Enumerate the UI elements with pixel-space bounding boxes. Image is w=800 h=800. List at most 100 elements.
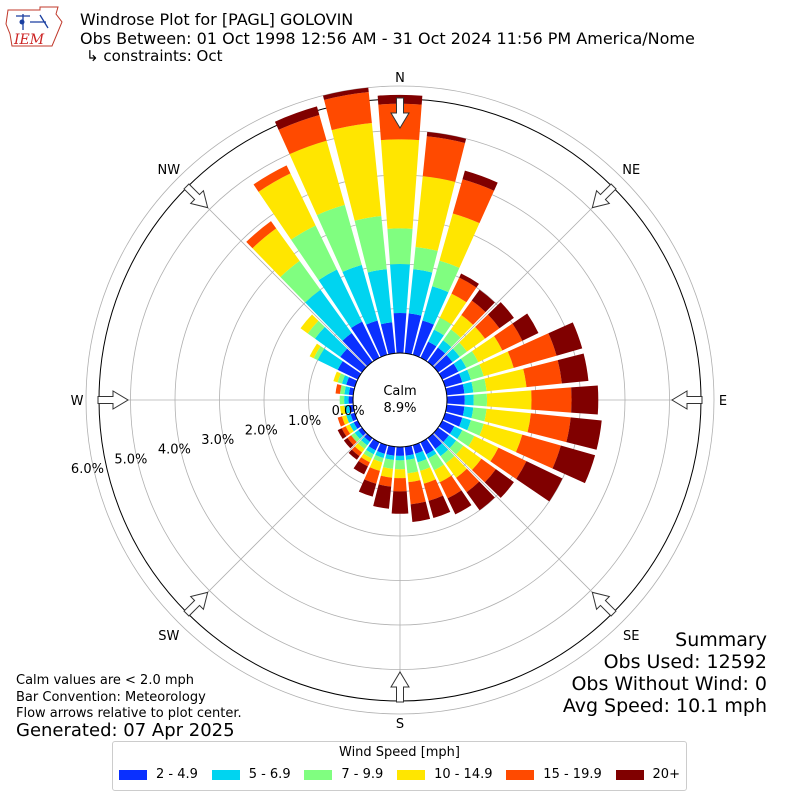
wind-bar-segment bbox=[408, 480, 426, 505]
wind-bar-segment bbox=[446, 348, 460, 363]
wind-bar-segment bbox=[380, 467, 394, 478]
wind-bar-segment bbox=[393, 477, 407, 492]
legend-swatch bbox=[119, 769, 147, 780]
wind-bar-segment bbox=[357, 440, 368, 449]
radial-tick-label: 5.0% bbox=[114, 452, 147, 467]
wind-bar-segment bbox=[252, 228, 300, 277]
wind-bar-segment bbox=[445, 456, 467, 478]
wind-bar-segment bbox=[349, 422, 358, 432]
wind-bar-segment bbox=[375, 450, 385, 459]
wind-bar-segment bbox=[439, 475, 462, 499]
wind-bar-segment bbox=[471, 407, 487, 422]
wind-bar-segment bbox=[523, 360, 562, 388]
direction-arrow bbox=[183, 183, 209, 209]
legend-item: 5 - 6.9 bbox=[211, 767, 291, 782]
wind-bar-segment bbox=[471, 378, 487, 393]
wind-bar-segment bbox=[300, 314, 319, 334]
wind-bar-segment bbox=[339, 385, 346, 395]
legend-items: 2 - 4.9 5 - 6.9 7 - 9.9 10 - 14.9 15 - 19.9 2… bbox=[119, 767, 680, 782]
wind-bar-segment bbox=[348, 449, 360, 460]
wind-bar-segment bbox=[412, 442, 423, 454]
chart-title: Windrose Plot for [PAGL] GOLOVIN bbox=[80, 10, 353, 29]
wind-bar-segment bbox=[552, 445, 596, 484]
wind-bar-segment bbox=[435, 443, 449, 457]
radial-tick-label: 2.0% bbox=[245, 423, 278, 438]
wind-bar-segment bbox=[385, 454, 395, 461]
wind-bar-segment bbox=[516, 461, 563, 502]
wind-bar-segment bbox=[459, 369, 471, 383]
wind-bar-segment bbox=[291, 225, 337, 281]
legend-item: 7 - 9.9 bbox=[304, 767, 383, 782]
wind-bar-segment bbox=[459, 326, 486, 352]
calm-label: Calm bbox=[383, 384, 416, 399]
grid-spoke bbox=[186, 432, 368, 614]
wind-bar-segment bbox=[428, 495, 451, 519]
wind-bar-segment bbox=[462, 170, 498, 191]
direction-label: SE bbox=[623, 629, 639, 644]
legend-swatch bbox=[304, 769, 333, 780]
direction-label: N bbox=[395, 71, 405, 86]
wind-bar-segment bbox=[479, 423, 523, 453]
wind-bar-segment bbox=[339, 395, 345, 405]
wind-bar-segment bbox=[337, 416, 345, 427]
bar-convention: Bar Convention: Meteorology bbox=[16, 690, 206, 705]
wind-bar-segment bbox=[278, 114, 327, 155]
axis-labels: N NE E SE S SW W NW 0.0% 1.0% 2.0% 3.0% 4.0% 5.0% 6.0% bbox=[71, 71, 728, 732]
wind-bar-segment bbox=[475, 314, 500, 339]
wind-bar-segment bbox=[341, 415, 350, 425]
wind-bar-segment bbox=[462, 406, 474, 419]
wind-bar-segment bbox=[548, 322, 583, 356]
summary-obs-used: Obs Used: 12592 bbox=[604, 651, 767, 673]
wind-bar-segment bbox=[434, 464, 452, 483]
wind-bar-segment bbox=[391, 491, 409, 514]
wind-bar-segment bbox=[373, 484, 392, 509]
wind-bar-segment bbox=[337, 361, 362, 380]
wind-bar-segment bbox=[333, 371, 341, 383]
wind-bar-segment bbox=[337, 428, 347, 439]
wind-bar-segment bbox=[341, 426, 351, 437]
wind-bar-segment bbox=[408, 269, 433, 316]
summary-obs-without-wind: Obs Without Wind: 0 bbox=[571, 673, 767, 695]
wind-bar-segment bbox=[378, 475, 393, 487]
wind-bar-segment bbox=[494, 323, 523, 351]
wind-bar-segment bbox=[358, 479, 377, 497]
wind-bar-segment bbox=[404, 313, 422, 355]
wind-bar-segment bbox=[487, 302, 514, 329]
wind-bar-segment bbox=[289, 140, 345, 216]
wind-bar-segment bbox=[571, 385, 599, 415]
wind-bar-segment bbox=[377, 442, 388, 454]
wind-bar-segment bbox=[322, 87, 369, 100]
wind-bar-segment bbox=[317, 348, 343, 370]
wind-bar-segment bbox=[415, 176, 456, 251]
radial-tick-label: 0.0% bbox=[332, 404, 365, 419]
wind-bar-segment bbox=[471, 336, 503, 363]
wind-bar-segment bbox=[344, 405, 351, 414]
calm-note: Calm values are < 2.0 mph bbox=[16, 673, 194, 688]
direction-label: NE bbox=[622, 163, 640, 178]
wind-bar-segment bbox=[351, 432, 360, 443]
radial-tick-label: 6.0% bbox=[71, 462, 104, 477]
wind-bar-segment bbox=[451, 277, 477, 303]
wind-bar-segment bbox=[484, 408, 531, 433]
wind-bar-segment bbox=[466, 481, 495, 511]
wind-bar-segment bbox=[341, 375, 350, 385]
legend-swatch bbox=[615, 769, 644, 780]
wind-bar-segment bbox=[363, 449, 374, 459]
flow-note: Flow arrows relative to plot center. bbox=[16, 706, 242, 721]
wind-bar-segment bbox=[426, 449, 437, 459]
wind-bar-segment bbox=[358, 457, 370, 467]
wind-bar-segment bbox=[423, 479, 443, 501]
wind-bar-segment bbox=[354, 215, 387, 273]
wind-bar-segment bbox=[344, 386, 351, 395]
direction-arrow bbox=[390, 671, 410, 703]
direction-label: W bbox=[71, 394, 84, 409]
direction-arrow bbox=[671, 390, 703, 410]
wind-bar-segment bbox=[348, 396, 354, 404]
summary-title: Summary bbox=[675, 629, 767, 651]
wind-bar-segment bbox=[439, 213, 480, 268]
wind-bar-segment bbox=[383, 458, 394, 469]
wind-bar-segment bbox=[426, 131, 467, 144]
wind-bar-segment bbox=[557, 353, 589, 384]
wind-bar-segment bbox=[460, 351, 479, 368]
